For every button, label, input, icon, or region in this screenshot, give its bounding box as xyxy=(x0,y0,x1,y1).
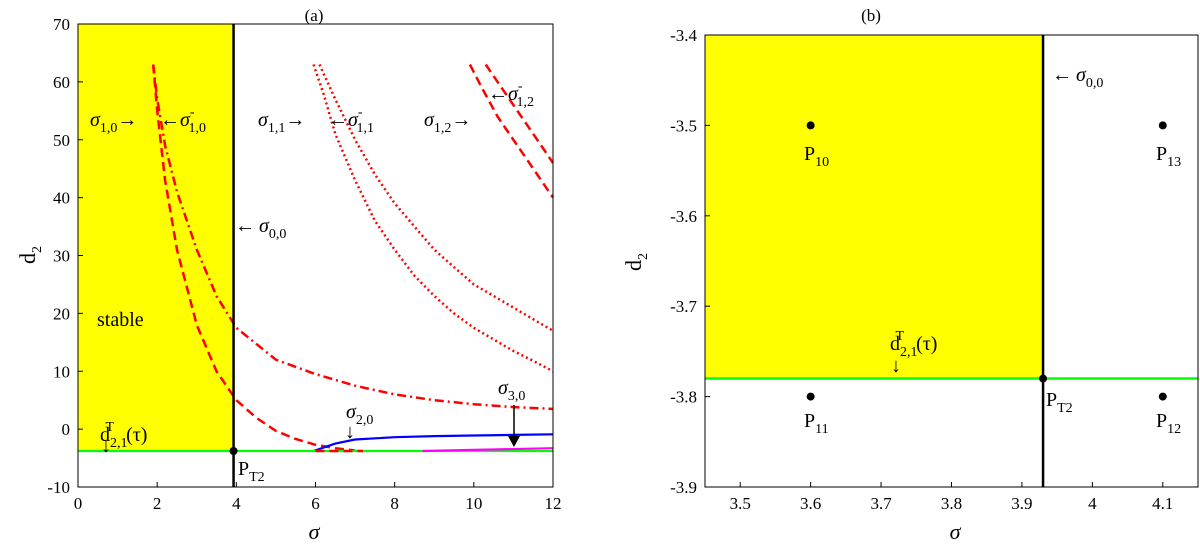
stable-label: stable xyxy=(97,309,144,331)
panel-a-label: (a) xyxy=(305,6,324,25)
x-tick-label: 10 xyxy=(465,494,482,513)
point-p12 xyxy=(1158,392,1167,401)
sigma-00-label-a: ← σ0,0 xyxy=(235,215,286,242)
x-tick-label: 4 xyxy=(232,494,241,513)
y-tick-label: -3.6 xyxy=(670,207,697,226)
x-tick-label: 8 xyxy=(390,494,399,513)
y-tick-label: -3.4 xyxy=(670,26,697,45)
series-line-3 xyxy=(312,64,554,373)
x-axis-label-a: σ xyxy=(309,519,321,544)
y-axis-label-a: d2 xyxy=(15,246,45,264)
x-tick-label: 3.8 xyxy=(941,494,962,513)
d21-arrow-b: ↓ xyxy=(891,355,901,377)
panel-b: 3.5 3.6 3.7 3.8 3.9 4 4.1 -3.9 -3.8 -3.7 -3.6 -3.5 -… xyxy=(670,26,1199,513)
sigma-30-label: σ3,0 xyxy=(498,377,525,404)
y-tick-label: -3.7 xyxy=(670,297,697,316)
y-tick-label: -3.5 xyxy=(670,116,697,135)
pt2-label-b: PT2 xyxy=(1046,389,1073,416)
sigma-minus-12-label: ←σ-1,2 xyxy=(488,79,534,110)
p13-label: P13 xyxy=(1156,143,1181,170)
pt2-label-a: PT2 xyxy=(238,458,265,485)
y-tick-label: 60 xyxy=(53,73,70,92)
x-tick-label: 0 xyxy=(74,494,83,513)
y-tick-label: 0 xyxy=(62,420,71,439)
d21-label-a: d2,1T (τ) xyxy=(100,420,147,451)
point-pt2 xyxy=(1039,374,1048,383)
sigma-12-label: σ1,2→ xyxy=(424,109,471,136)
y-tick-label: -10 xyxy=(47,478,70,497)
point-p11 xyxy=(806,392,815,401)
x-tick-label: 3.5 xyxy=(730,494,751,513)
x-tick-label: 3.6 xyxy=(800,494,821,513)
sigma-10-label: σ1,0→ xyxy=(90,109,137,136)
sigma-20-label: σ2,0 xyxy=(346,401,373,428)
sigma-minus-11-label: ←σ-1,1 xyxy=(328,105,374,136)
sigma-30-arrowhead xyxy=(508,436,520,447)
y-tick-label: 10 xyxy=(53,362,70,381)
series-group-a xyxy=(78,63,555,453)
series-line-9 xyxy=(422,447,554,453)
y-tick-label: 40 xyxy=(53,189,70,208)
p10-label: P10 xyxy=(804,143,829,170)
series-line-2 xyxy=(151,64,554,411)
sigma-minus-10-label: ←σ-1,0 xyxy=(160,105,206,136)
sigma-20-arrow: ↓ xyxy=(345,421,355,443)
y-tick-label: -3.9 xyxy=(670,478,697,497)
y-tick-label: 50 xyxy=(53,131,70,150)
x-tick-label: 4.1 xyxy=(1152,494,1173,513)
x-tick-label: 4 xyxy=(1088,494,1097,513)
x-tick-label: 3.7 xyxy=(870,494,892,513)
y-tick-label: 20 xyxy=(53,304,70,323)
x-tick-label: 12 xyxy=(545,494,562,513)
x-tick-label: 6 xyxy=(311,494,320,513)
y-tick-label: -3.8 xyxy=(670,388,697,407)
y-tick-label: 70 xyxy=(53,15,70,34)
d21-label-b: d2,1T (τ) xyxy=(890,329,937,360)
y-tick-label: 30 xyxy=(53,247,70,266)
points-b xyxy=(806,121,1167,401)
p12-label: P12 xyxy=(1156,410,1181,437)
panel-b-label: (b) xyxy=(861,6,881,25)
point-p10 xyxy=(806,121,815,130)
stable-region-b xyxy=(705,35,1044,379)
x-axis-label-b: σ xyxy=(950,519,962,544)
y-axis-label-b: d2 xyxy=(621,253,651,271)
series-line-5 xyxy=(468,63,555,199)
point-pt2-a xyxy=(229,447,238,456)
series-line-6 xyxy=(484,63,555,164)
series-line-7 xyxy=(313,433,554,453)
x-tick-label: 2 xyxy=(153,494,162,513)
sigma-00-label-b: ← σ0,0 xyxy=(1052,64,1103,91)
ticks-b: 3.5 3.6 3.7 3.8 3.9 4 4.1 -3.9 -3.8 -3.7 -3.6 -3.5 -… xyxy=(670,26,1173,513)
x-tick-label: 3.9 xyxy=(1011,494,1032,513)
d21-arrow-a: ↓ xyxy=(101,435,111,457)
sigma-11-label: σ1,1→ xyxy=(258,109,305,136)
point-p13 xyxy=(1158,121,1167,130)
p11-label: P11 xyxy=(804,410,829,437)
series-line-1 xyxy=(151,64,356,452)
